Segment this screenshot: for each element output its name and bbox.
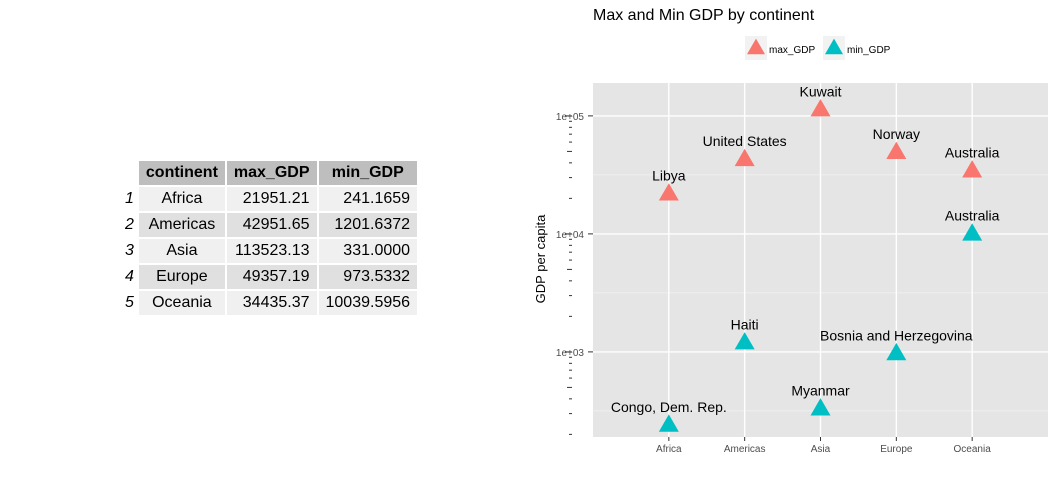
max-gdp-cell: 113523.13: [226, 239, 317, 263]
continent-cell: Americas: [138, 213, 225, 237]
table-row: 1 Africa 21951.21 241.1659: [122, 187, 418, 211]
legend-label: max_GDP: [769, 45, 815, 56]
data-point-max-gdp: [886, 141, 907, 160]
continent-cell: Oceania: [138, 291, 225, 315]
legend-label: min_GDP: [847, 45, 891, 56]
gdp-summary-table: continent max_GDP min_GDP 1 Africa 21951…: [120, 159, 419, 317]
column-header-continent: continent: [138, 161, 225, 185]
plot-area: 1e+03 1e+04 1e+05 Africa Americas Asia Europe O…: [556, 83, 1048, 455]
table-row: 2 Americas 42951.65 1201.6372: [122, 213, 418, 237]
data-label: Kuwait: [799, 83, 841, 99]
row-number: 2: [125, 216, 134, 233]
table-row: 3 Asia 113523.13 331.0000: [122, 239, 418, 263]
min-gdp-cell: 241.1659: [318, 187, 418, 211]
data-point-max-gdp: [734, 148, 755, 167]
x-tick-label: Oceania: [954, 444, 992, 455]
legend-key-min-gdp: [825, 38, 843, 55]
row-number: 4: [125, 268, 134, 285]
chart-legend: max_GDP min_GDP: [745, 36, 891, 60]
row-number: 5: [125, 294, 134, 311]
table-row: 4 Europe 49357.19 973.5332: [122, 265, 418, 289]
max-gdp-cell: 34435.37: [226, 291, 317, 315]
row-number: 1: [125, 190, 134, 207]
y-tick-label: 1e+04: [556, 230, 585, 241]
data-label: Bosnia and Herzegovina: [820, 327, 973, 343]
continent-cell: Europe: [138, 265, 225, 289]
data-point-min-gdp: [734, 332, 755, 350]
data-label: Congo, Dem. Rep.: [611, 399, 727, 415]
x-tick-label: Europe: [880, 444, 913, 455]
data-point-min-gdp: [886, 342, 907, 361]
max-gdp-cell: 49357.19: [226, 265, 317, 289]
column-header-min-gdp: min_GDP: [318, 161, 418, 185]
min-gdp-cell: 1201.6372: [318, 213, 418, 237]
table-row: 5 Oceania 34435.37 10039.5956: [122, 291, 418, 315]
data-label: Australia: [945, 208, 1000, 224]
x-tick-label: Africa: [656, 444, 682, 455]
max-gdp-cell: 42951.65: [226, 213, 317, 237]
column-header-max-gdp: max_GDP: [226, 161, 317, 185]
data-label: Haiti: [731, 316, 759, 332]
data-point-min-gdp: [658, 414, 679, 432]
y-tick-label: 1e+03: [556, 348, 585, 359]
data-label: United States: [703, 133, 787, 149]
row-number: 3: [125, 242, 134, 259]
y-axis-label: GDP per capita: [533, 214, 548, 303]
data-label: Myanmar: [791, 383, 850, 399]
min-gdp-cell: 973.5332: [318, 265, 418, 289]
chart-title: Max and Min GDP by continent: [593, 7, 815, 24]
data-label: Norway: [873, 126, 920, 142]
gdp-summary-table-container: continent max_GDP min_GDP 1 Africa 21951…: [120, 159, 419, 317]
data-label: Australia: [945, 145, 1000, 161]
x-tick-label: Asia: [811, 444, 831, 455]
data-point-max-gdp: [658, 183, 679, 201]
max-gdp-cell: 21951.21: [226, 187, 317, 211]
min-gdp-cell: 331.0000: [318, 239, 418, 263]
y-tick-label: 1e+05: [556, 112, 585, 123]
data-point-min-gdp: [810, 398, 831, 416]
x-tick-label: Americas: [724, 444, 766, 455]
data-point-min-gdp: [962, 223, 983, 241]
data-label: Libya: [652, 168, 686, 184]
legend-key-max-gdp: [747, 38, 765, 55]
continent-cell: Africa: [138, 187, 225, 211]
continent-cell: Asia: [138, 239, 225, 263]
min-gdp-cell: 10039.5956: [318, 291, 418, 315]
data-point-max-gdp: [810, 99, 831, 117]
table-header-row: continent max_GDP min_GDP: [122, 161, 418, 185]
data-point-max-gdp: [962, 160, 983, 178]
